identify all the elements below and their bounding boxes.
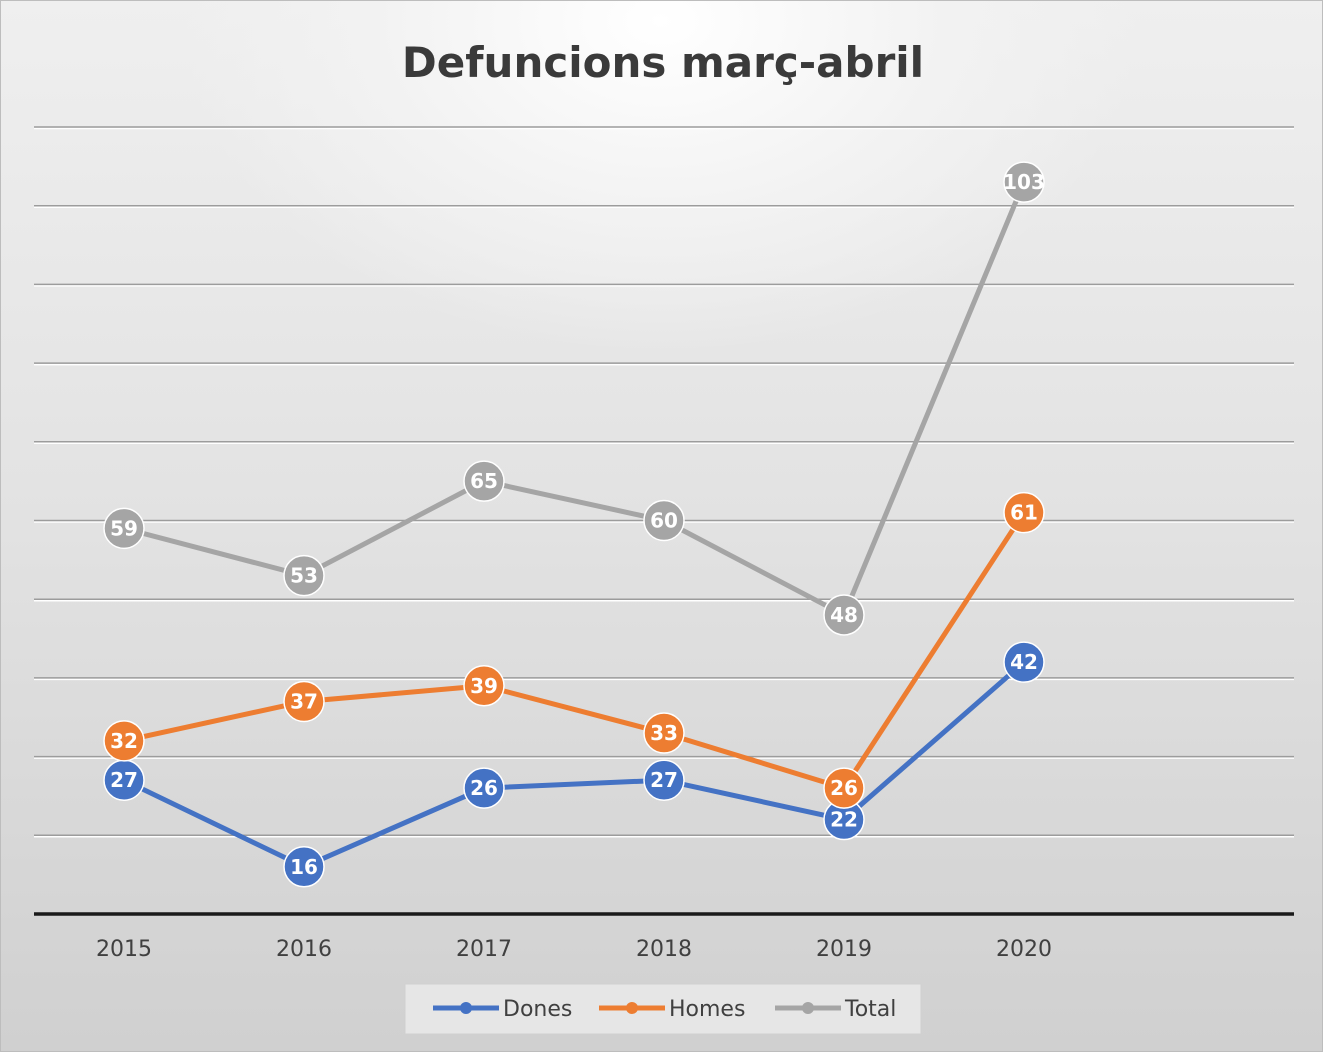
legend-label-total: Total — [844, 997, 896, 1022]
data-point-total — [283, 554, 325, 597]
data-point-dones — [1003, 641, 1045, 683]
data-point-total — [823, 594, 865, 636]
data-label-dones: 27 — [110, 768, 138, 792]
data-point-homes — [463, 665, 505, 707]
x-tick-label: 2015 — [96, 937, 152, 962]
data-label-dones: 42 — [1010, 650, 1038, 674]
data-label-total: 48 — [830, 603, 858, 627]
legend-marker-homes — [626, 1002, 638, 1014]
data-point-homes — [1003, 491, 1045, 534]
data-point-total — [1003, 161, 1045, 203]
series-line-total — [123, 181, 1027, 618]
x-tick-label: 2019 — [816, 937, 872, 962]
legend-marker-dones — [460, 1002, 472, 1014]
x-tick-label: 2020 — [996, 937, 1052, 962]
legend: Dones Homes Total — [404, 983, 922, 1035]
data-point-homes — [823, 767, 865, 809]
data-label-homes: 26 — [830, 776, 858, 800]
series-line-dones — [122, 660, 1026, 870]
legend-label-homes: Homes — [669, 997, 745, 1022]
x-tick-label: 2017 — [456, 937, 512, 962]
data-point-homes — [103, 720, 145, 762]
data-point-dones — [283, 846, 325, 888]
series-line-homes — [123, 511, 1027, 791]
x-tick-label: 2016 — [276, 937, 332, 962]
series-lines — [122, 181, 1027, 870]
data-point-dones — [643, 759, 685, 801]
data-label-dones: 16 — [290, 855, 318, 879]
data-label-dones: 22 — [830, 808, 858, 832]
data-point-total — [463, 460, 505, 502]
data-point-dones — [463, 767, 505, 809]
data-label-total: 60 — [650, 509, 678, 533]
data-label-homes: 61 — [1010, 501, 1038, 525]
data-label-total: 65 — [470, 469, 498, 493]
data-label-total: 53 — [290, 564, 318, 588]
data-point-total — [103, 507, 145, 550]
data-point-total — [643, 499, 685, 542]
data-label-total: 59 — [110, 516, 138, 540]
data-point-homes — [283, 680, 325, 723]
data-label-homes: 32 — [110, 729, 138, 753]
series-markers: 27 16 26 27 22 42 32 37 39 33 26 61 59 53 65 60 48 103 — [103, 161, 1045, 888]
x-axis-ticks: 2015 2016 2017 2018 2019 2020 — [96, 937, 1052, 962]
x-tick-label: 2018 — [636, 937, 692, 962]
legend-label-dones: Dones — [503, 997, 572, 1022]
chart-title: Defuncions març-abril — [402, 38, 924, 87]
data-label-dones: 27 — [650, 768, 678, 792]
data-label-dones: 26 — [470, 776, 498, 800]
data-label-homes: 33 — [650, 721, 678, 745]
data-label-homes: 37 — [290, 690, 318, 714]
data-label-homes: 39 — [470, 674, 498, 698]
gridlines — [34, 126, 1294, 916]
data-point-homes — [643, 712, 685, 754]
legend-marker-total — [802, 1002, 814, 1014]
data-label-total: 103 — [1003, 170, 1045, 194]
